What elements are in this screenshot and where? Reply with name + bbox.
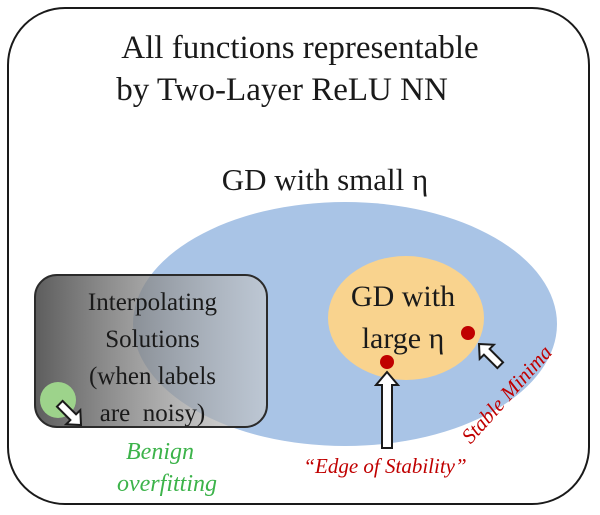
interpolating-line-1: Interpolating	[87, 289, 218, 316]
interpolating-line-4: are noisy)	[99, 400, 206, 427]
edge-of-stability-dot	[380, 355, 394, 369]
title-line-1: All functions representable	[121, 30, 479, 66]
stable-minima-arrow-icon	[477, 342, 505, 370]
gd-small-eta-label: GD with small η	[221, 162, 429, 197]
benign-overfitting-line-1: Benign	[126, 439, 194, 465]
interpolating-line-3: (when labels	[88, 363, 217, 390]
interpolating-line-2: Solutions	[105, 326, 200, 353]
interpolating-solutions-box	[34, 274, 268, 428]
benign-arrow-icon	[55, 399, 83, 427]
interpolating-solutions-label: Interpolating Solutions (when labels are…	[40, 284, 265, 432]
benign-overfitting-line-2: overfitting	[117, 471, 217, 497]
gd-large-eta-label: GD with large η	[338, 276, 468, 360]
edge-of-stability-label: “Edge of Stability”	[303, 454, 467, 478]
stable-minimum-dot	[461, 326, 475, 340]
gd-large-eta-ellipse	[328, 256, 484, 380]
edge-of-stability-arrow-icon	[373, 370, 401, 449]
gd-large-eta-line-2: large η	[361, 322, 445, 355]
gd-large-eta-line-1: GD with	[350, 280, 456, 313]
title-line-2: by Two-Layer ReLU NN	[116, 72, 448, 108]
